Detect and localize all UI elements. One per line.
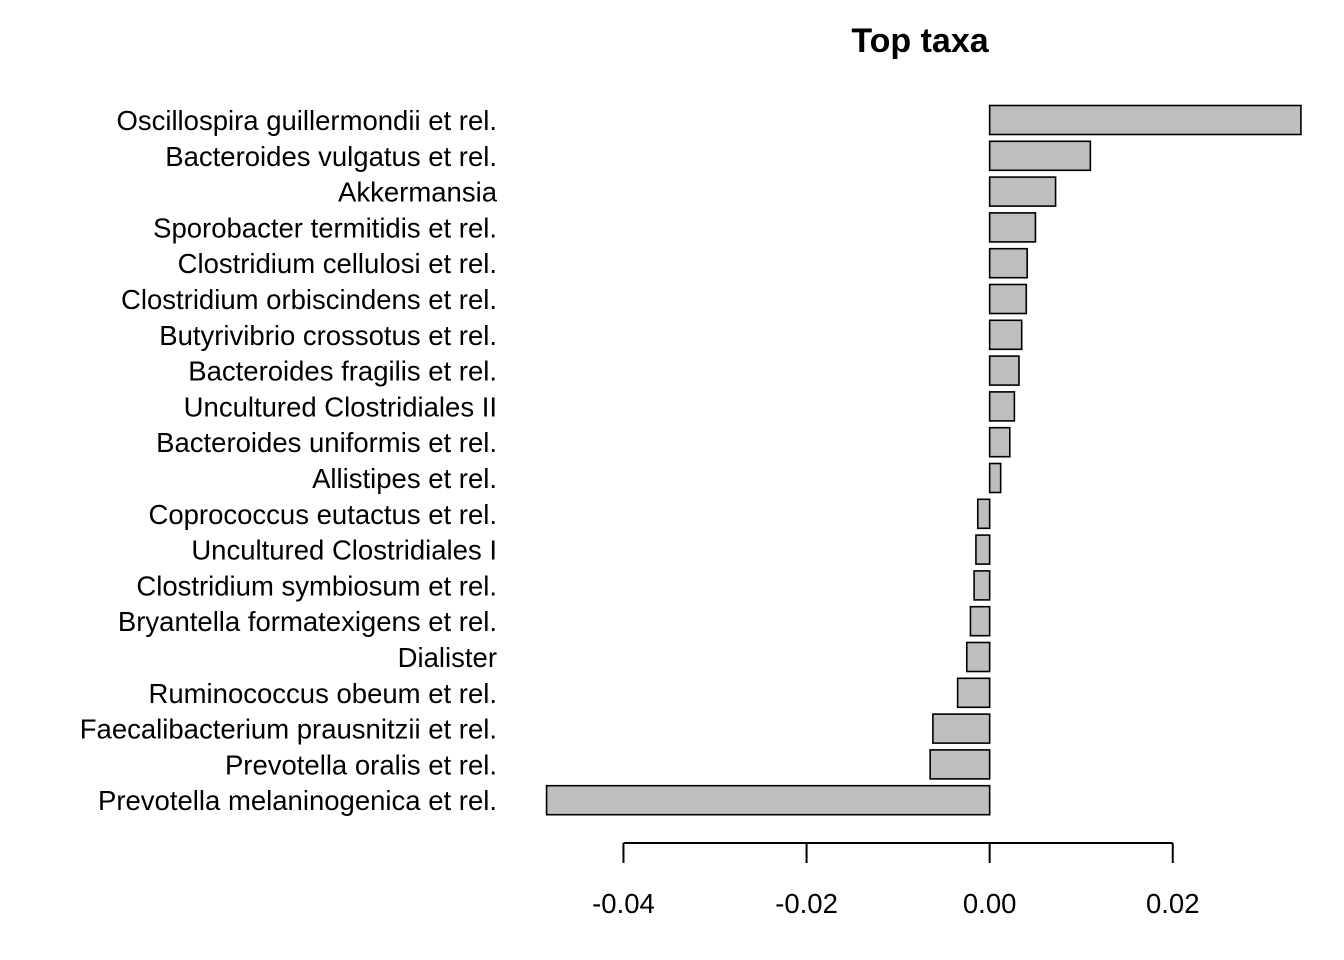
bar xyxy=(988,176,1057,207)
category-label: Uncultured Clostridiales I xyxy=(191,535,497,566)
bar xyxy=(929,749,991,780)
category-label: Bacteroides fragilis et rel. xyxy=(188,356,497,387)
bar xyxy=(988,462,1002,494)
category-label: Bacteroides uniformis et rel. xyxy=(156,427,497,458)
category-label: Uncultured Clostridiales II xyxy=(184,391,497,422)
category-label: Clostridium symbiosum et rel. xyxy=(136,570,497,601)
x-tick-label: -0.02 xyxy=(775,888,838,919)
category-label: Clostridium cellulosi et rel. xyxy=(178,248,497,279)
bar xyxy=(988,247,1028,279)
category-label: Ruminococcus obeum et rel. xyxy=(149,678,498,709)
bar xyxy=(988,212,1037,243)
category-label: Bacteroides vulgatus et rel. xyxy=(165,141,497,172)
category-label: Prevotella melaninogenica et rel. xyxy=(98,785,497,816)
category-label: Butyrivibrio crossotus et rel. xyxy=(159,320,497,351)
bar xyxy=(965,641,991,673)
bar xyxy=(988,391,1016,422)
bar xyxy=(956,677,991,709)
x-axis: -0.04 -0.02 0.00 0.02 xyxy=(592,842,1200,919)
bar xyxy=(969,605,991,637)
chart-title: Top taxa xyxy=(851,22,989,60)
category-label: Clostridium orbiscindens et rel. xyxy=(121,284,497,315)
bar xyxy=(988,104,1302,136)
bar xyxy=(932,713,991,744)
bar xyxy=(988,140,1092,172)
x-tick-label: 0.00 xyxy=(963,888,1017,919)
category-label: Oscillospira guillermondii et rel. xyxy=(116,105,497,136)
category-labels: Oscillospira guillermondii et rel. Bacter… xyxy=(80,105,498,816)
category-label: Bryantella formatexigens et rel. xyxy=(118,606,497,637)
category-label: Coprococcus eutactus et rel. xyxy=(148,499,497,530)
bar xyxy=(973,570,991,601)
category-label: Prevotella oralis et rel. xyxy=(225,749,497,780)
bars-layer xyxy=(545,104,1302,816)
bar xyxy=(988,283,1028,315)
bar xyxy=(988,355,1020,386)
bar xyxy=(976,498,991,530)
category-label: Dialister xyxy=(398,642,497,673)
category-label: Sporobacter termitidis et rel. xyxy=(153,212,497,243)
bar xyxy=(988,319,1023,351)
x-tick-label: 0.02 xyxy=(1146,888,1200,919)
category-label: Faecalibacterium prausnitzii et rel. xyxy=(80,714,497,745)
bar xyxy=(975,534,991,565)
category-label: Allistipes et rel. xyxy=(312,463,497,494)
category-label: Akkermansia xyxy=(338,177,498,208)
bar xyxy=(545,784,991,816)
x-tick-label: -0.04 xyxy=(592,888,655,919)
bar xyxy=(988,426,1011,458)
